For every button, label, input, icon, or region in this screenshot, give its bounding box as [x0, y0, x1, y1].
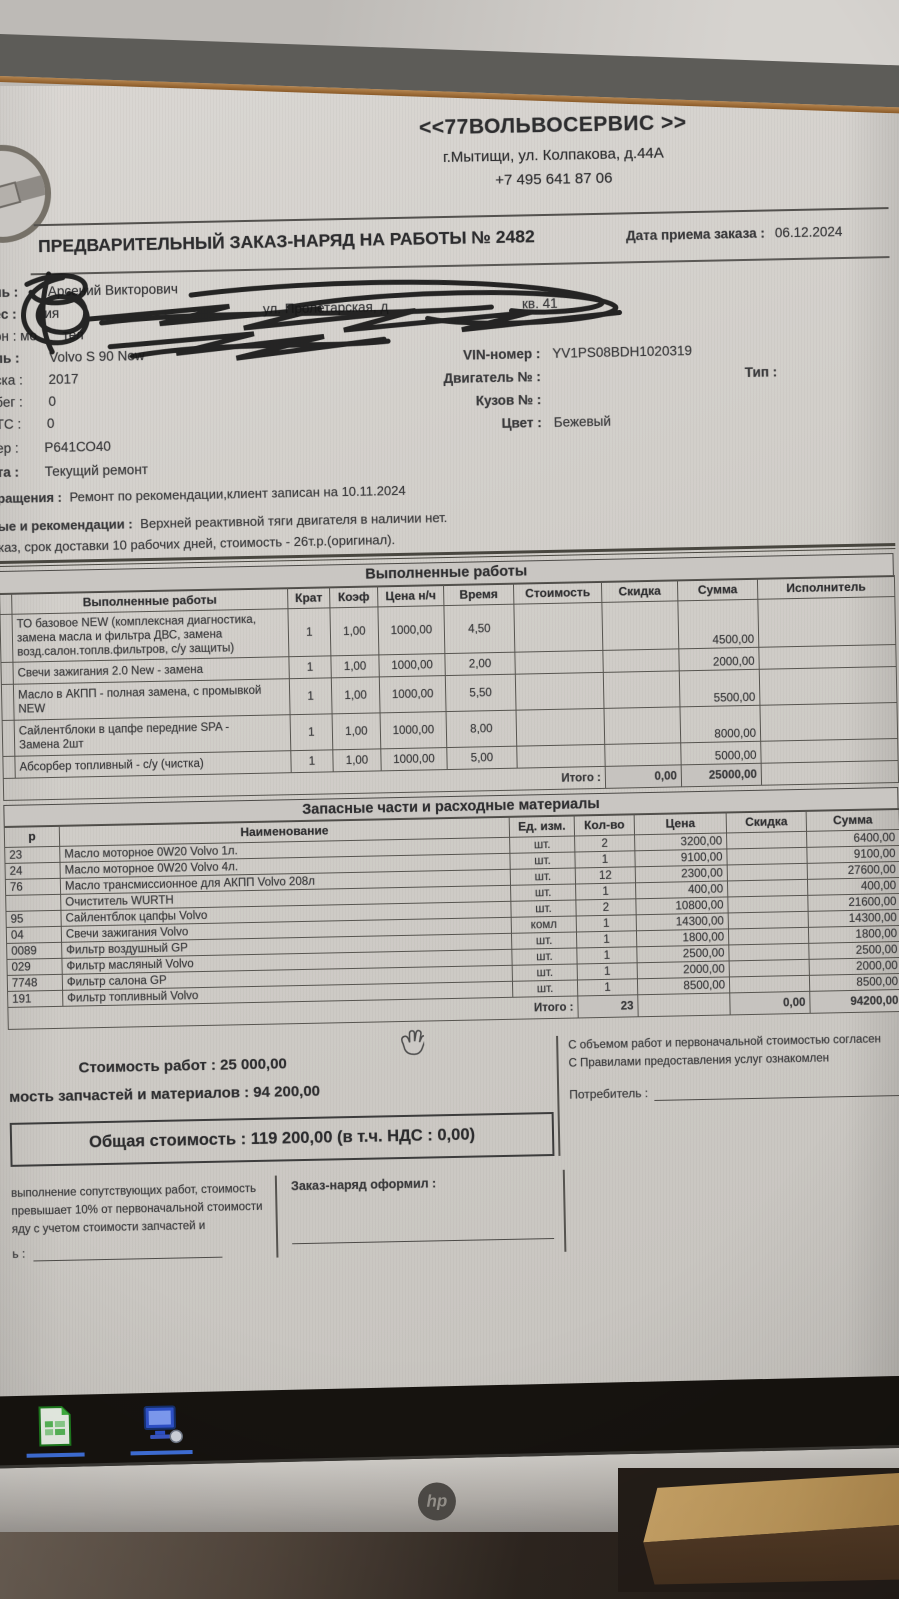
- hand-cursor-icon: [401, 1029, 425, 1056]
- vehicle-pts-line: ТС : 0: [0, 415, 55, 433]
- calc-taskbar-icon[interactable]: [37, 1405, 72, 1448]
- parts-total-qty: 23: [577, 994, 639, 1018]
- order-prepared-by-label: Заказ-наряд оформил :: [290, 1176, 437, 1194]
- parts-table: р Наименование Ед. изм. Кол-во Цена Скид…: [4, 808, 899, 1030]
- agreement-line2: С Правилами предоставления услуг ознаком…: [568, 1052, 830, 1070]
- reason-line: ращения : Ремонт по рекомендации,клиент …: [0, 482, 406, 507]
- works-cost-line: Стоимость работ : 25 000,00: [78, 1055, 288, 1077]
- footer-separator-1: [274, 1175, 278, 1258]
- consumer-label: Потребитель :: [569, 1086, 649, 1102]
- wood-block: [618, 1468, 899, 1592]
- stamp-logo-icon: [0, 143, 53, 244]
- works-total-discount: 0,00: [605, 764, 682, 789]
- taskbar[interactable]: [0, 1375, 899, 1473]
- consumer-signature: Потребитель :: [569, 1081, 899, 1103]
- company-header: <<77ВОЛЬВОСЕРВИС >> г.Мытищи, ул. Колпак…: [218, 107, 889, 194]
- vehicle-plate-value: Р641СО40: [44, 438, 112, 456]
- company-name: <<77ВОЛЬВОСЕРВИС >>: [418, 111, 687, 140]
- works-total-sum: 25000,00: [681, 763, 762, 787]
- works-table: Выполненные работы Крат Коэф Цена н/ч Вр…: [0, 575, 899, 801]
- header-rule: [33, 207, 889, 227]
- agreement-line1: С объемом работ и первоначальной стоимос…: [568, 1033, 882, 1052]
- footer-separator-2: [562, 1169, 566, 1252]
- recommendations-line2: каз, срок доставки 10 рабочих дней, стои…: [0, 532, 396, 556]
- hp-logo: hp: [417, 1482, 457, 1521]
- vehicle-plate-line: ер : Р641СО40: [0, 438, 112, 457]
- type-label: Тип :: [744, 364, 778, 380]
- parts-total-discount: 0,00: [729, 991, 811, 1015]
- order-date: Дата приема заказа : 06.12.2024: [626, 224, 843, 243]
- totals-separator: [556, 1035, 560, 1156]
- footer-disclaimer: выполнение сопутствующих работ, стоимост…: [11, 1182, 263, 1236]
- taskbar-app-indicator: [26, 1452, 85, 1458]
- color-value: Бежевый: [553, 413, 612, 430]
- parts-total-sum: 94200,00: [809, 989, 899, 1014]
- work-order-document: <<77ВОЛЬВОСЕРВИС >> г.Мытищи, ул. Колпак…: [0, 81, 899, 1389]
- footer-left-signature: ь :: [12, 1242, 223, 1262]
- repair-type-line: та : Текущий ремонт: [0, 462, 149, 481]
- order-date-label: Дата приема заказа :: [625, 225, 765, 244]
- prepared-by-signature-line: [291, 1224, 555, 1245]
- recommendations-line: ые и рекомендации : Верхней реактивной т…: [0, 510, 448, 535]
- signature-line: [653, 1081, 899, 1101]
- parts-cost-line: мость запчастей и материалов : 94 200,00: [9, 1082, 321, 1106]
- company-phone: +7 495 641 87 06: [495, 169, 613, 189]
- order-date-value: 06.12.2024: [774, 224, 843, 241]
- color-label: Цвет :: [501, 415, 542, 431]
- grand-total-box: Общая стоимость : 119 200,00 (в т.ч. НДС…: [9, 1111, 555, 1167]
- taskbar-app-indicator: [130, 1450, 193, 1456]
- pen-scribble: [21, 271, 623, 361]
- computer-taskbar-icon[interactable]: [141, 1404, 184, 1445]
